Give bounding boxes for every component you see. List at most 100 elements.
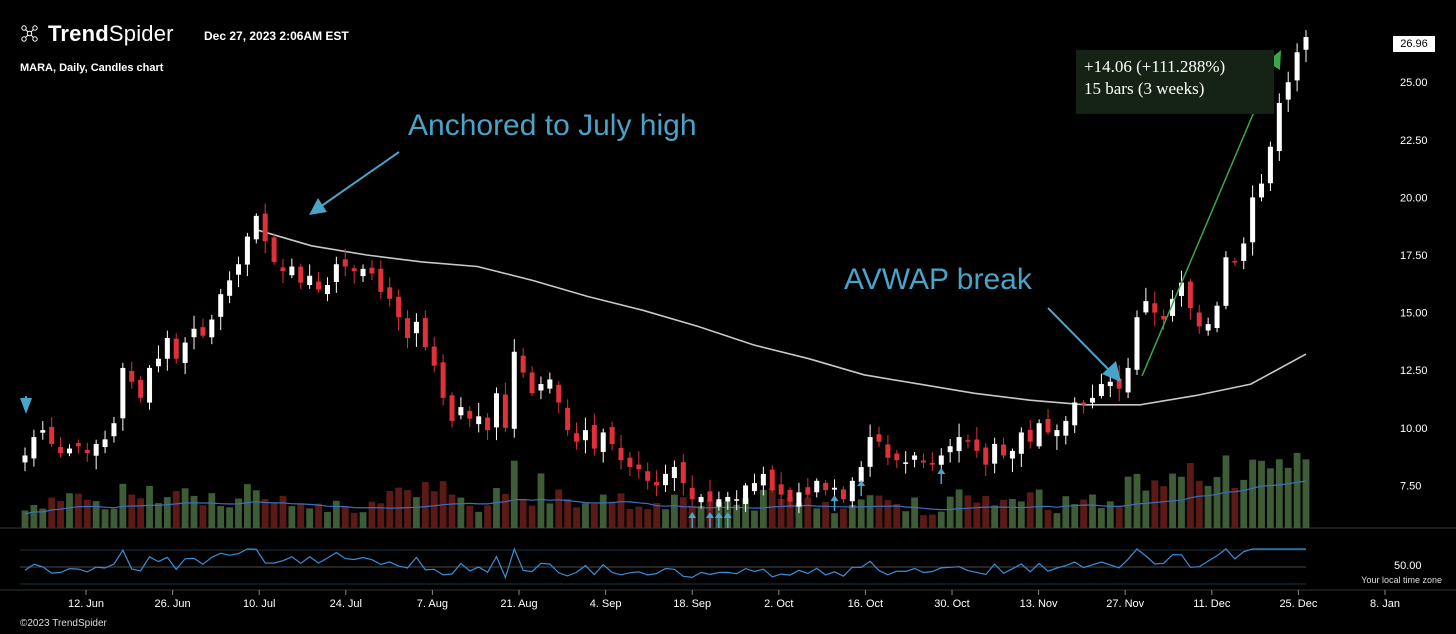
candle-body <box>316 281 322 290</box>
volume-bar <box>519 499 527 528</box>
volume-bar <box>991 505 999 528</box>
candle-body <box>289 266 295 276</box>
candle-body <box>387 287 393 299</box>
candle-body <box>493 393 499 428</box>
volume-bar <box>573 507 580 528</box>
candle-body <box>716 499 722 507</box>
volume-bar <box>751 510 758 528</box>
candle-body <box>1027 429 1033 442</box>
candle-body <box>876 434 882 442</box>
anchor-arrowhead <box>309 198 327 215</box>
volume-bar <box>546 503 554 528</box>
time-tick-label: 8. Jan <box>1370 598 1400 610</box>
volume-bar <box>66 493 73 528</box>
candle-body <box>49 426 55 444</box>
volume-bar <box>742 497 749 528</box>
volume-bar <box>964 495 972 528</box>
volume-bar <box>110 508 118 528</box>
candle-body <box>209 319 215 338</box>
volume-bar <box>1195 480 1203 528</box>
volume-bar <box>822 501 830 528</box>
candle-body <box>22 455 28 463</box>
volume-bar <box>564 498 572 528</box>
candle-body <box>102 439 108 448</box>
candle-body <box>636 464 642 470</box>
candle-body <box>440 362 446 398</box>
candle-body <box>485 417 491 431</box>
volume-bar <box>733 504 741 528</box>
break-arrow-line <box>1047 307 1112 373</box>
volume-bar <box>368 501 376 528</box>
candle-body <box>645 471 651 481</box>
candle-body <box>93 443 99 456</box>
rsi-level-label: 50.00 <box>1394 560 1422 572</box>
volume-bar <box>1062 496 1070 528</box>
volume-bar <box>199 505 207 528</box>
time-tick-label: 27. Nov <box>1106 598 1144 610</box>
volume-bar <box>768 488 776 528</box>
volume-bar <box>30 504 38 528</box>
candle-body <box>858 467 864 482</box>
volume-bar <box>928 514 936 528</box>
candle-body <box>360 268 366 277</box>
brand: TrendSpider <box>42 21 174 47</box>
time-tick-label: 16. Oct <box>848 598 883 610</box>
candle-body <box>823 482 829 491</box>
trendspider-logo-icon <box>21 25 38 42</box>
time-tick-label: 26. Jun <box>155 598 191 610</box>
volume-bar <box>617 493 625 528</box>
volume-bar <box>288 506 296 528</box>
candle-body <box>520 355 526 373</box>
candle-body <box>1205 324 1211 331</box>
price-axis: 25.00 22.50 20.00 17.50 15.00 12.50 10.00 7.50 <box>1400 77 1428 492</box>
volume-bar <box>466 505 474 528</box>
volume-bar <box>421 481 429 528</box>
candle-body <box>1241 243 1247 261</box>
signal-arrow-icon <box>714 512 723 518</box>
candle-body <box>58 447 64 454</box>
volume-bar <box>697 506 705 528</box>
candle-body <box>547 379 553 389</box>
candle-body <box>1285 82 1291 100</box>
candle-body <box>654 482 660 486</box>
volume-bar <box>528 505 536 528</box>
volume-bar <box>128 494 136 528</box>
measure-bars: 15 bars (3 weeks) <box>1084 79 1205 98</box>
candle-body <box>511 351 517 429</box>
candle-body <box>983 447 989 465</box>
volume-bar <box>377 503 385 528</box>
candle-body <box>1178 282 1184 296</box>
signal-arrow-icon <box>937 468 946 474</box>
candle-body <box>725 496 731 502</box>
candle-body <box>405 318 411 338</box>
volume-bar <box>537 473 545 528</box>
time-tick-label: 2. Oct <box>764 598 793 610</box>
candle-body <box>298 266 304 283</box>
volume-bar <box>350 512 358 528</box>
candle-body <box>840 489 846 500</box>
measure-change: +14.06 (+111.288%) <box>1084 57 1226 76</box>
candle-body <box>1107 381 1113 387</box>
candle-body <box>1276 102 1282 152</box>
candle-body <box>413 321 419 334</box>
candle-body <box>707 491 713 502</box>
volume-bar <box>626 509 634 528</box>
volume-bar <box>670 494 678 528</box>
volume-bar <box>235 498 242 528</box>
volume-bar <box>1249 459 1257 528</box>
candle-body <box>75 443 81 447</box>
volume-bar <box>493 488 500 528</box>
candle-body <box>1009 450 1015 459</box>
candle-body <box>351 268 357 272</box>
candle-body <box>956 437 962 452</box>
candle-body <box>449 395 455 421</box>
time-tick-label: 25. Dec <box>1279 598 1317 610</box>
timezone-label: Your local time zone <box>1361 575 1442 585</box>
candle-body <box>760 473 766 486</box>
volume-bar <box>1044 509 1052 528</box>
volume-bar <box>1302 459 1310 528</box>
start-marker-icon <box>20 398 32 414</box>
volume-bar <box>1258 460 1265 528</box>
volume-bar <box>413 497 420 528</box>
